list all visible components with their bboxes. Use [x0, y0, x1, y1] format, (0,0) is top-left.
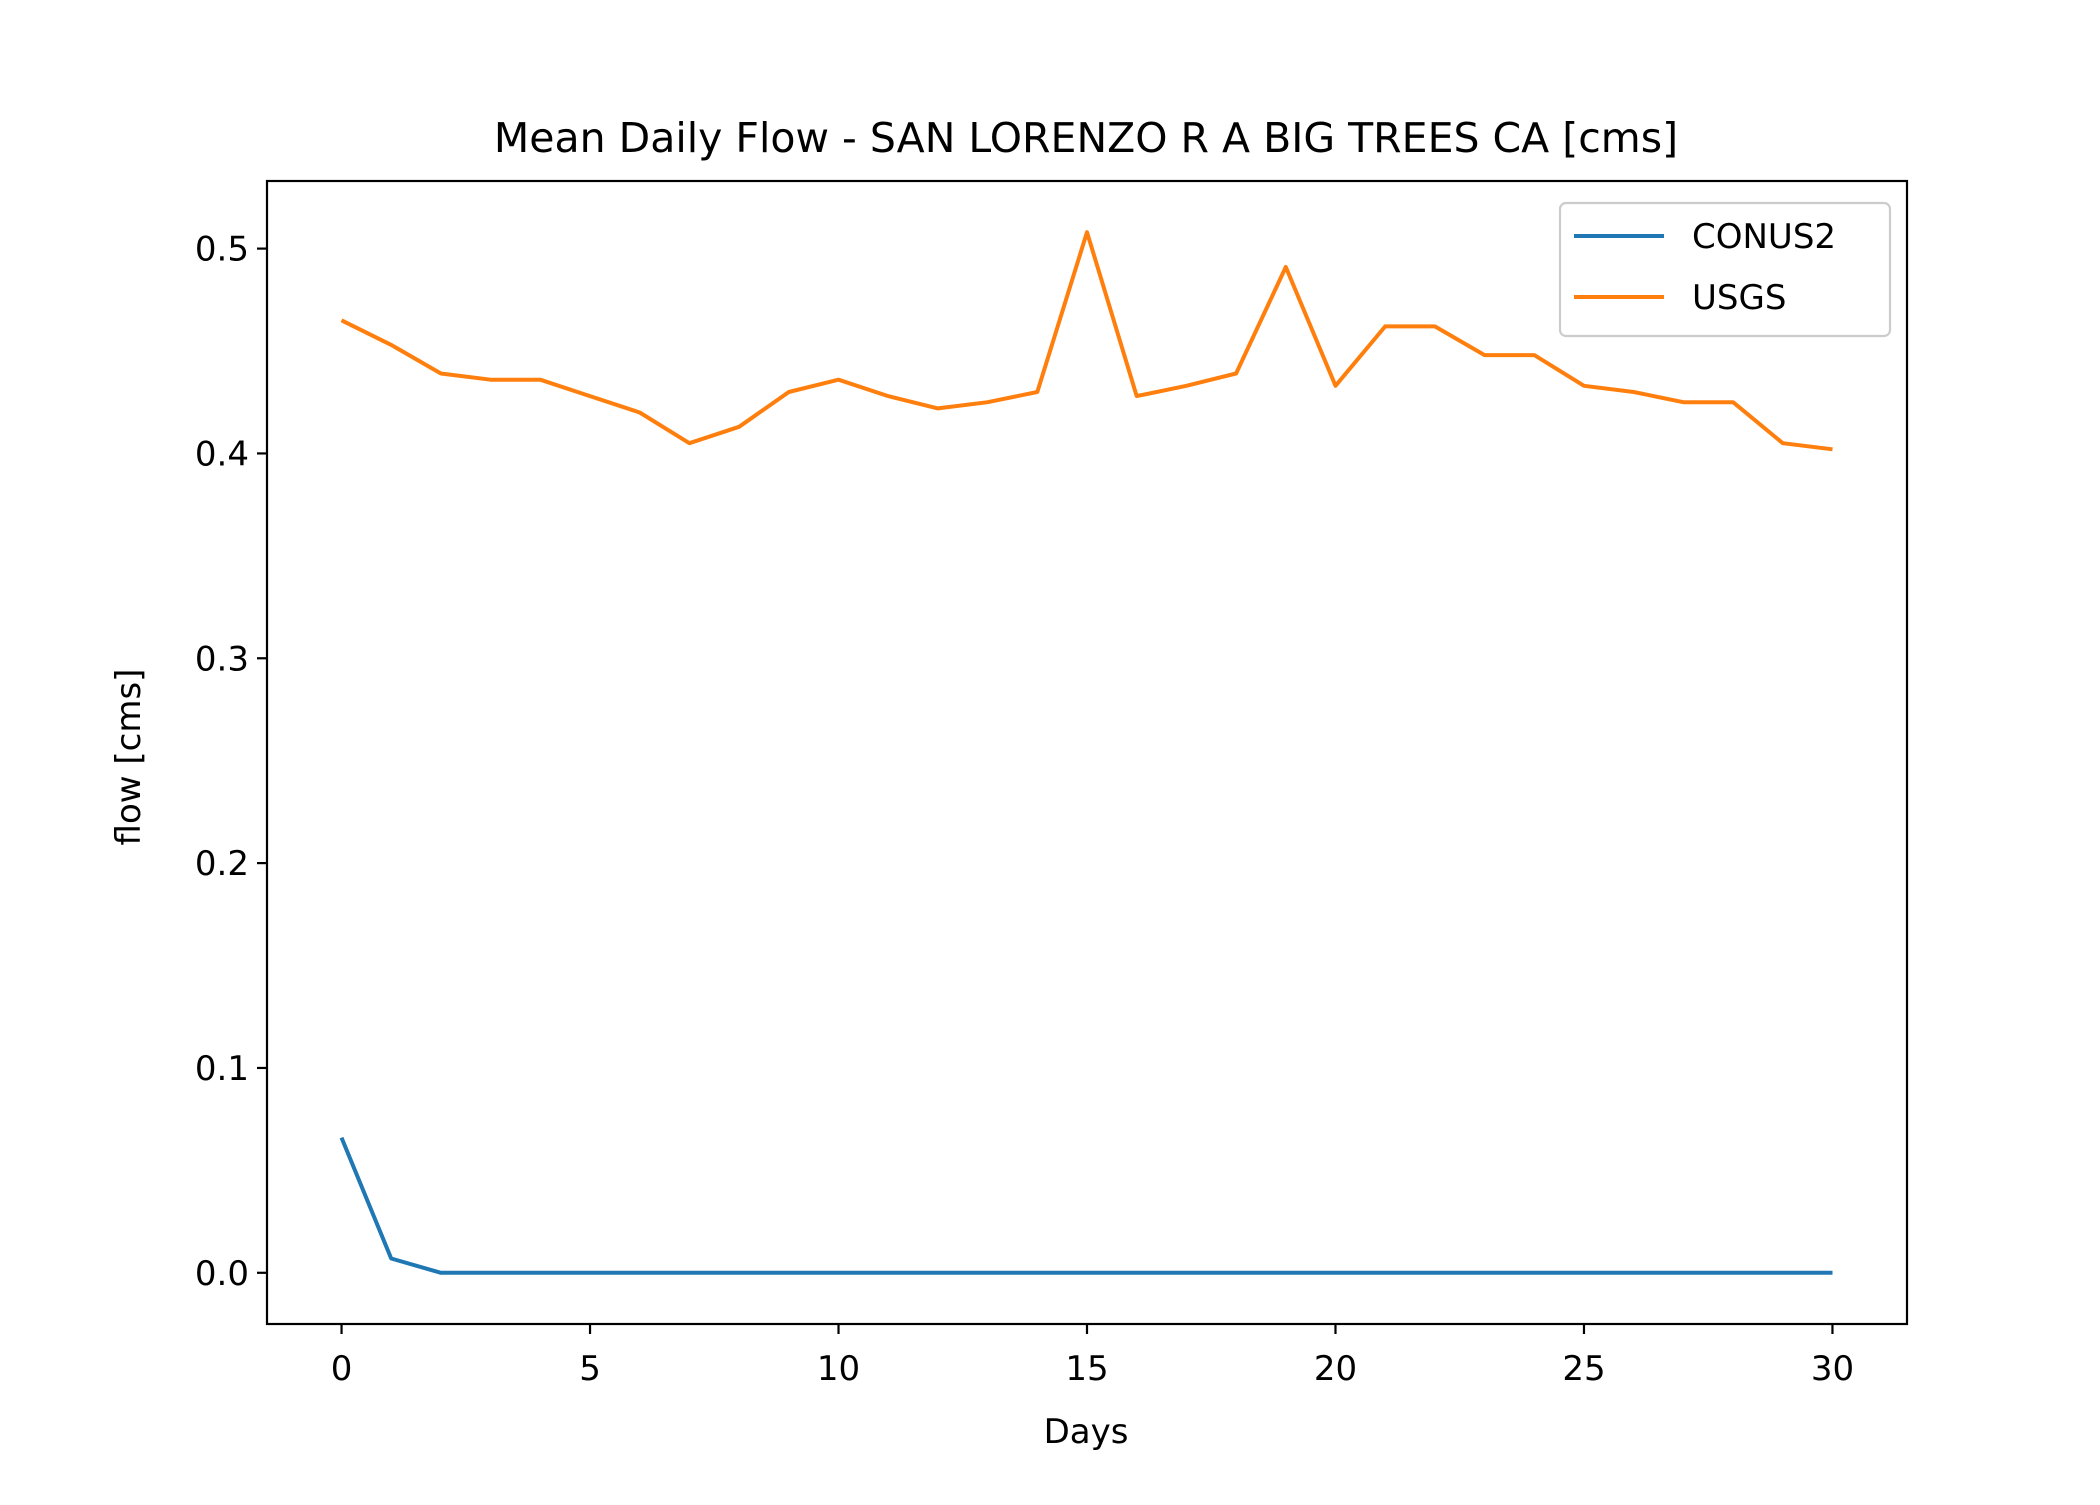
x-tick-label: 15	[1065, 1349, 1108, 1389]
chart-title: Mean Daily Flow - SAN LORENZO R A BIG TR…	[494, 114, 1678, 162]
x-tick-label: 30	[1811, 1349, 1854, 1389]
y-tick-label: 0.4	[195, 434, 249, 474]
x-tick-label: 20	[1314, 1349, 1357, 1389]
y-tick-label: 0.3	[195, 639, 249, 679]
series-layer	[339, 230, 1833, 1275]
y-tick-label: 0.2	[195, 844, 249, 884]
y-tick-label: 0.1	[195, 1049, 249, 1089]
x-tick-label: 25	[1562, 1349, 1605, 1389]
legend: CONUS2 USGS	[1558, 201, 1892, 338]
y-axis: 0.0 0.1 0.2 0.3 0.4 0.5	[195, 230, 267, 1294]
x-tick-label: 0	[331, 1349, 353, 1389]
x-tick-label: 10	[817, 1349, 860, 1389]
series-line-usgs	[340, 230, 1833, 452]
y-tick-label: 0.5	[195, 230, 249, 270]
legend-label: CONUS2	[1692, 217, 1836, 257]
x-axis: 0 5 10 15 20 25 30	[331, 1324, 1854, 1389]
y-axis-label: flow [cms]	[109, 669, 149, 846]
x-tick-label: 5	[579, 1349, 601, 1389]
y-tick-label: 0.0	[195, 1254, 249, 1294]
legend-label: USGS	[1692, 278, 1786, 318]
x-axis-label: Days	[1044, 1412, 1129, 1452]
series-line-conus2	[339, 1136, 1833, 1275]
